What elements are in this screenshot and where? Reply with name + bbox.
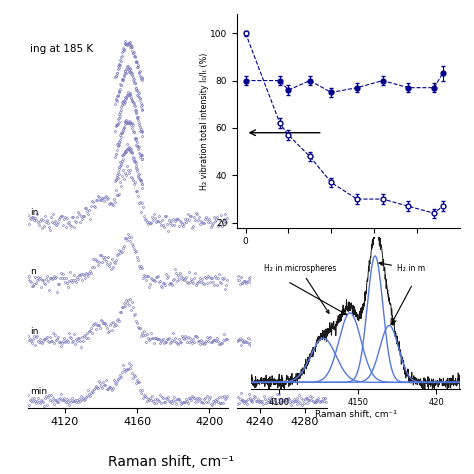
Text: H₂ in m: H₂ in m [379,262,425,273]
Text: Raman shift, cm⁻¹: Raman shift, cm⁻¹ [108,455,234,469]
Text: min: min [30,387,47,396]
Text: n: n [30,267,36,276]
Y-axis label: H₂ vibration total intensity I₀/Iₜ (%): H₂ vibration total intensity I₀/Iₜ (%) [200,52,209,190]
Text: in: in [30,208,38,217]
Text: in: in [30,328,38,337]
X-axis label: Raman shift, cm⁻¹: Raman shift, cm⁻¹ [315,410,396,419]
Text: H₂ in microspheres: H₂ in microspheres [264,264,336,313]
Text: ing at 185 K: ing at 185 K [30,44,93,54]
X-axis label: Annealing time, min: Annealing time, min [299,252,398,262]
